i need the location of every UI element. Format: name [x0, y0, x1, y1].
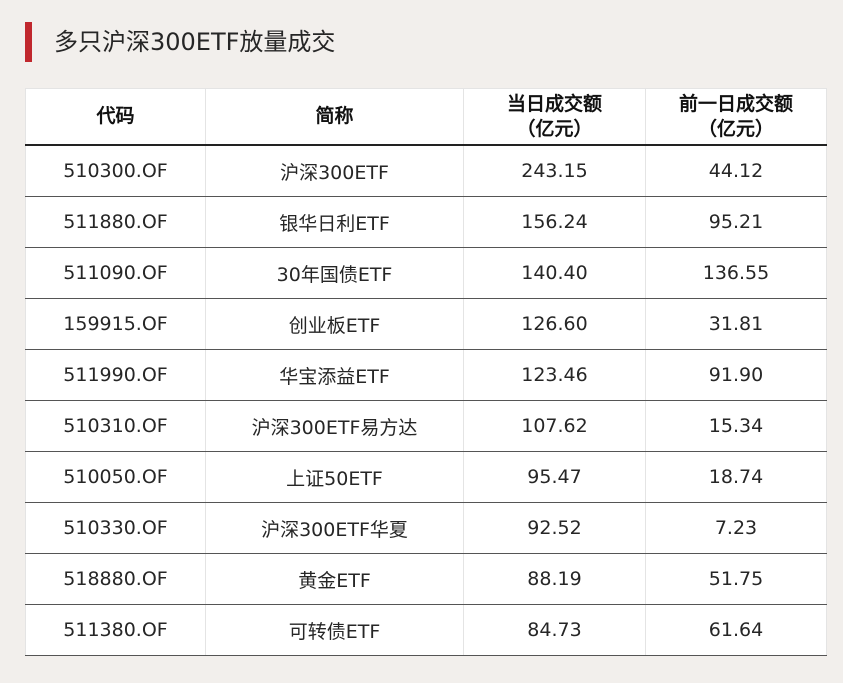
table-row: 510300.OF 沪深300ETF 243.15 44.12 [25, 145, 827, 197]
cell-prev-turnover: 51.75 [645, 553, 827, 605]
cell-name: 可转债ETF [205, 604, 464, 656]
cell-name: 沪深300ETF华夏 [205, 502, 464, 554]
header-short-name: 简称 [205, 88, 464, 146]
cell-prev-turnover: 136.55 [645, 247, 827, 299]
cell-today-turnover: 84.73 [463, 604, 646, 656]
etf-turnover-table: 代码 简称 当日成交额 （亿元） 前一日成交额 （亿元） 510300.OF 沪… [25, 88, 827, 656]
cell-code: 159915.OF [25, 298, 206, 350]
cell-name: 黄金ETF [205, 553, 464, 605]
header-today-turnover: 当日成交额 （亿元） [463, 88, 646, 146]
table-row: 510330.OF 沪深300ETF华夏 92.52 7.23 [25, 502, 827, 554]
cell-code: 511990.OF [25, 349, 206, 401]
cell-today-turnover: 140.40 [463, 247, 646, 299]
header-code: 代码 [25, 88, 206, 146]
cell-prev-turnover: 91.90 [645, 349, 827, 401]
cell-today-turnover: 126.60 [463, 298, 646, 350]
cell-code: 510330.OF [25, 502, 206, 554]
page-title: 多只沪深300ETF放量成交 [54, 28, 336, 56]
cell-code: 510310.OF [25, 400, 206, 452]
table-header-row: 代码 简称 当日成交额 （亿元） 前一日成交额 （亿元） [25, 88, 827, 146]
table-row: 511090.OF 30年国债ETF 140.40 136.55 [25, 247, 827, 299]
cell-name: 创业板ETF [205, 298, 464, 350]
cell-prev-turnover: 15.34 [645, 400, 827, 452]
cell-today-turnover: 243.15 [463, 145, 646, 197]
table-row: 510310.OF 沪深300ETF易方达 107.62 15.34 [25, 400, 827, 452]
cell-code: 518880.OF [25, 553, 206, 605]
cell-today-turnover: 123.46 [463, 349, 646, 401]
cell-today-turnover: 92.52 [463, 502, 646, 554]
cell-prev-turnover: 61.64 [645, 604, 827, 656]
cell-name: 沪深300ETF [205, 145, 464, 197]
title-accent-bar [25, 22, 32, 62]
table-row: 518880.OF 黄金ETF 88.19 51.75 [25, 553, 827, 605]
cell-prev-turnover: 31.81 [645, 298, 827, 350]
table-row: 510050.OF 上证50ETF 95.47 18.74 [25, 451, 827, 503]
cell-code: 511090.OF [25, 247, 206, 299]
table-row: 511380.OF 可转债ETF 84.73 61.64 [25, 604, 827, 656]
cell-name: 沪深300ETF易方达 [205, 400, 464, 452]
cell-name: 华宝添益ETF [205, 349, 464, 401]
cell-prev-turnover: 18.74 [645, 451, 827, 503]
table-row: 159915.OF 创业板ETF 126.60 31.81 [25, 298, 827, 350]
cell-prev-turnover: 95.21 [645, 196, 827, 248]
cell-name: 上证50ETF [205, 451, 464, 503]
cell-today-turnover: 88.19 [463, 553, 646, 605]
cell-name: 30年国债ETF [205, 247, 464, 299]
cell-today-turnover: 156.24 [463, 196, 646, 248]
table-row: 511880.OF 银华日利ETF 156.24 95.21 [25, 196, 827, 248]
cell-prev-turnover: 7.23 [645, 502, 827, 554]
cell-name: 银华日利ETF [205, 196, 464, 248]
cell-today-turnover: 95.47 [463, 451, 646, 503]
cell-code: 510300.OF [25, 145, 206, 197]
cell-today-turnover: 107.62 [463, 400, 646, 452]
table-row: 511990.OF 华宝添益ETF 123.46 91.90 [25, 349, 827, 401]
cell-code: 511380.OF [25, 604, 206, 656]
cell-code: 510050.OF [25, 451, 206, 503]
cell-prev-turnover: 44.12 [645, 145, 827, 197]
cell-code: 511880.OF [25, 196, 206, 248]
header-prev-turnover: 前一日成交额 （亿元） [645, 88, 827, 146]
